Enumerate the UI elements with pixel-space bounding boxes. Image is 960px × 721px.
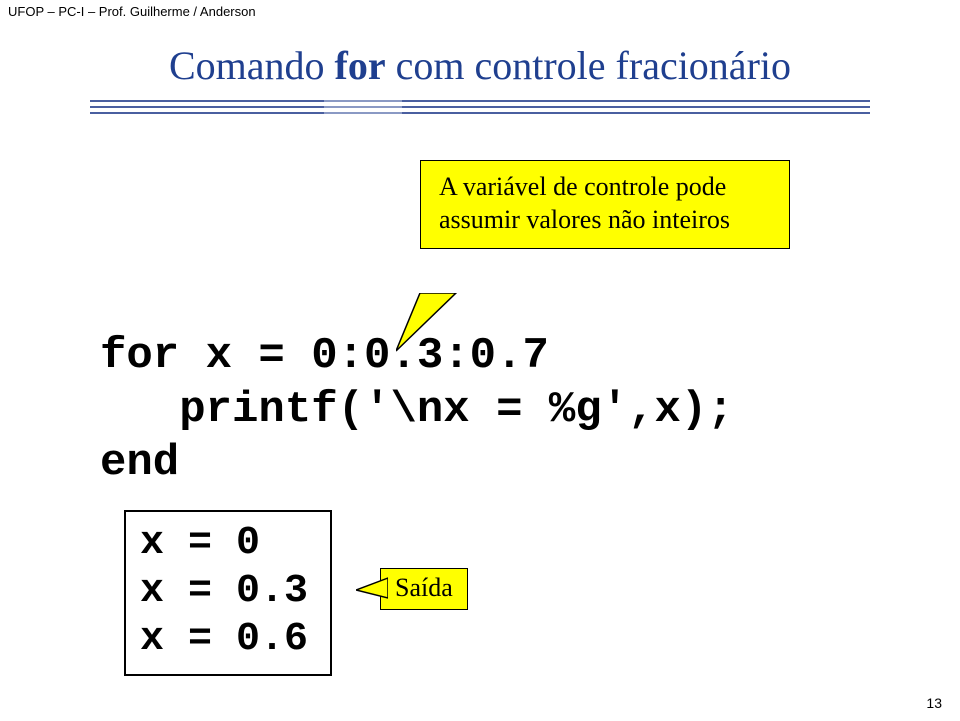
code-line2: printf('\nx = %g',x); — [100, 385, 734, 435]
title-underline — [90, 100, 870, 114]
output-label-tail — [356, 574, 388, 607]
output-line3: x = 0.6 — [140, 617, 308, 662]
output-box: x = 0 x = 0.3 x = 0.6 — [124, 510, 332, 676]
stripe — [90, 112, 870, 114]
callout: A variável de controle pode assumir valo… — [420, 160, 790, 249]
stripe — [90, 106, 870, 108]
stripe — [90, 100, 870, 102]
callout-box: A variável de controle pode assumir valo… — [420, 160, 790, 249]
output-label: Saída — [380, 568, 468, 610]
slide-header: UFOP – PC-I – Prof. Guilherme / Anderson — [8, 4, 256, 19]
output-line2: x = 0.3 — [140, 569, 308, 614]
code-line1: for x = 0:0.3:0.7 — [100, 331, 549, 381]
output-line1: x = 0 — [140, 521, 260, 566]
code-line3: end — [100, 438, 179, 488]
code-block: for x = 0:0.3:0.7 printf('\nx = %g',x); … — [100, 330, 734, 491]
title-pre: Comando — [169, 43, 335, 88]
output-label-text: Saída — [395, 573, 453, 602]
page-number: 13 — [926, 695, 942, 711]
title-post: com controle fracionário — [386, 43, 791, 88]
callout-line1: A variável de controle pode — [439, 171, 771, 204]
callout-line2: assumir valores não inteiros — [439, 204, 771, 237]
output-label-box: Saída — [380, 568, 468, 610]
slide-title: Comando for com controle fracionário — [0, 42, 960, 89]
title-keyword: for — [335, 43, 386, 88]
